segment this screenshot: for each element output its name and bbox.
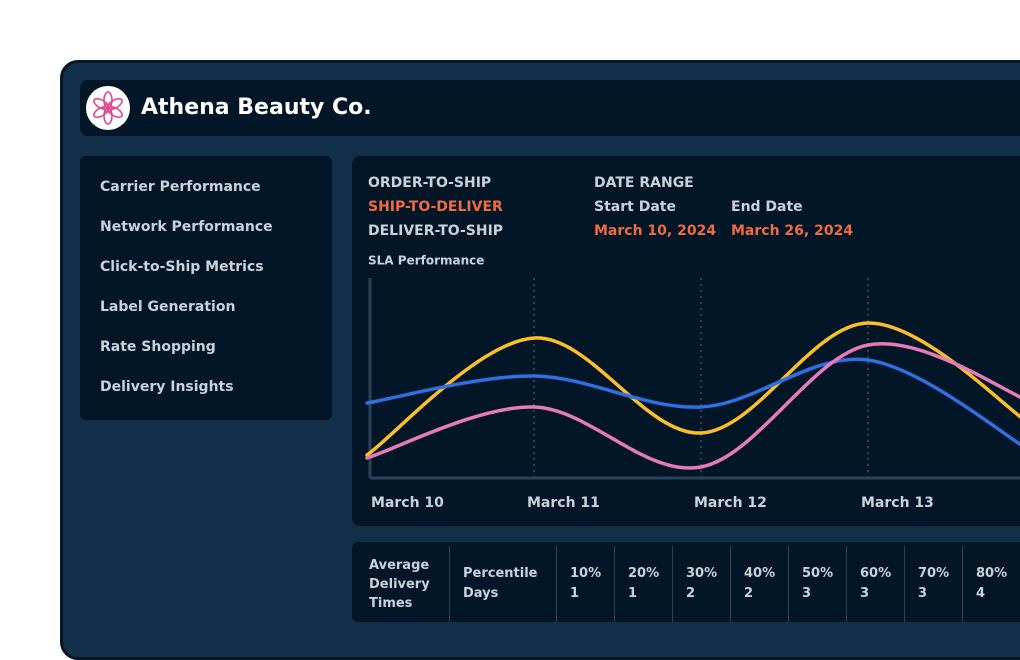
days: 3	[918, 586, 928, 601]
delivery-table: Average Delivery Times Percentile Days 1…	[352, 542, 1020, 622]
percentile: 30%	[686, 566, 718, 581]
column-separator	[449, 546, 450, 622]
percentile: 50%	[802, 566, 834, 581]
end-date[interactable]: March 26, 2024	[731, 223, 854, 239]
x-tick-label: March 13	[861, 495, 934, 511]
nav-item[interactable]: Rate Shopping	[100, 339, 216, 355]
days: 2	[744, 586, 754, 601]
days: 4	[976, 586, 986, 601]
percentile: 80%	[976, 566, 1008, 581]
metric-option[interactable]: DELIVER-TO-SHIP	[368, 223, 504, 239]
start-date-label: Start Date	[594, 199, 676, 215]
column-separator	[788, 546, 789, 622]
row-label: Days	[463, 586, 499, 601]
percentile: 40%	[744, 566, 776, 581]
percentile: 10%	[570, 566, 602, 581]
metric-option-active[interactable]: SHIP-TO-DELIVER	[368, 199, 503, 215]
x-tick-label: March 10	[371, 495, 444, 511]
column-separator	[904, 546, 905, 622]
nav-item[interactable]: Network Performance	[100, 219, 273, 235]
x-tick-label: March 11	[527, 495, 600, 511]
days: 3	[860, 586, 870, 601]
x-tick-label: March 12	[694, 495, 767, 511]
nav-item[interactable]: Delivery Insights	[100, 379, 234, 395]
column-separator	[614, 546, 615, 622]
line-chart: SLA Performance March 10 March 11 March 12…	[365, 254, 1020, 511]
chart-title: SLA Performance	[368, 254, 484, 268]
metric-option[interactable]: ORDER-TO-SHIP	[368, 175, 492, 191]
column-separator	[846, 546, 847, 622]
series-line	[365, 357, 1020, 447]
nav-item[interactable]: Label Generation	[100, 299, 236, 315]
date-range-label: DATE RANGE	[594, 175, 694, 191]
sidebar: Carrier Performance Network Performance …	[80, 156, 332, 420]
column-separator	[556, 546, 557, 622]
top-bar	[80, 80, 1020, 136]
row-label: Percentile	[463, 566, 538, 581]
days: 1	[570, 586, 580, 601]
column-separator	[730, 546, 731, 622]
percentile: 60%	[860, 566, 892, 581]
days: 3	[802, 586, 812, 601]
percentile: 20%	[628, 566, 660, 581]
nav-item[interactable]: Click-to-Ship Metrics	[100, 259, 264, 275]
nav-item[interactable]: Carrier Performance	[100, 179, 261, 195]
page: { "header": {"title": "Athena Beauty Co.…	[60, 60, 1020, 660]
logo	[86, 86, 130, 130]
column-separator	[672, 546, 673, 622]
percentile: 70%	[918, 566, 950, 581]
column-separator	[962, 546, 963, 622]
end-date-label: End Date	[731, 199, 803, 215]
days: 2	[686, 586, 696, 601]
chart-panel: ORDER-TO-SHIP SHIP-TO-DELIVER DELIVER-TO…	[352, 156, 1020, 526]
start-date[interactable]: March 10, 2024	[594, 223, 717, 239]
series-line	[365, 342, 1020, 470]
days: 1	[628, 586, 638, 601]
series-line	[365, 321, 1020, 457]
company-name: Athena Beauty Co.	[141, 95, 372, 120]
table-title: Average Delivery Times	[369, 558, 430, 611]
